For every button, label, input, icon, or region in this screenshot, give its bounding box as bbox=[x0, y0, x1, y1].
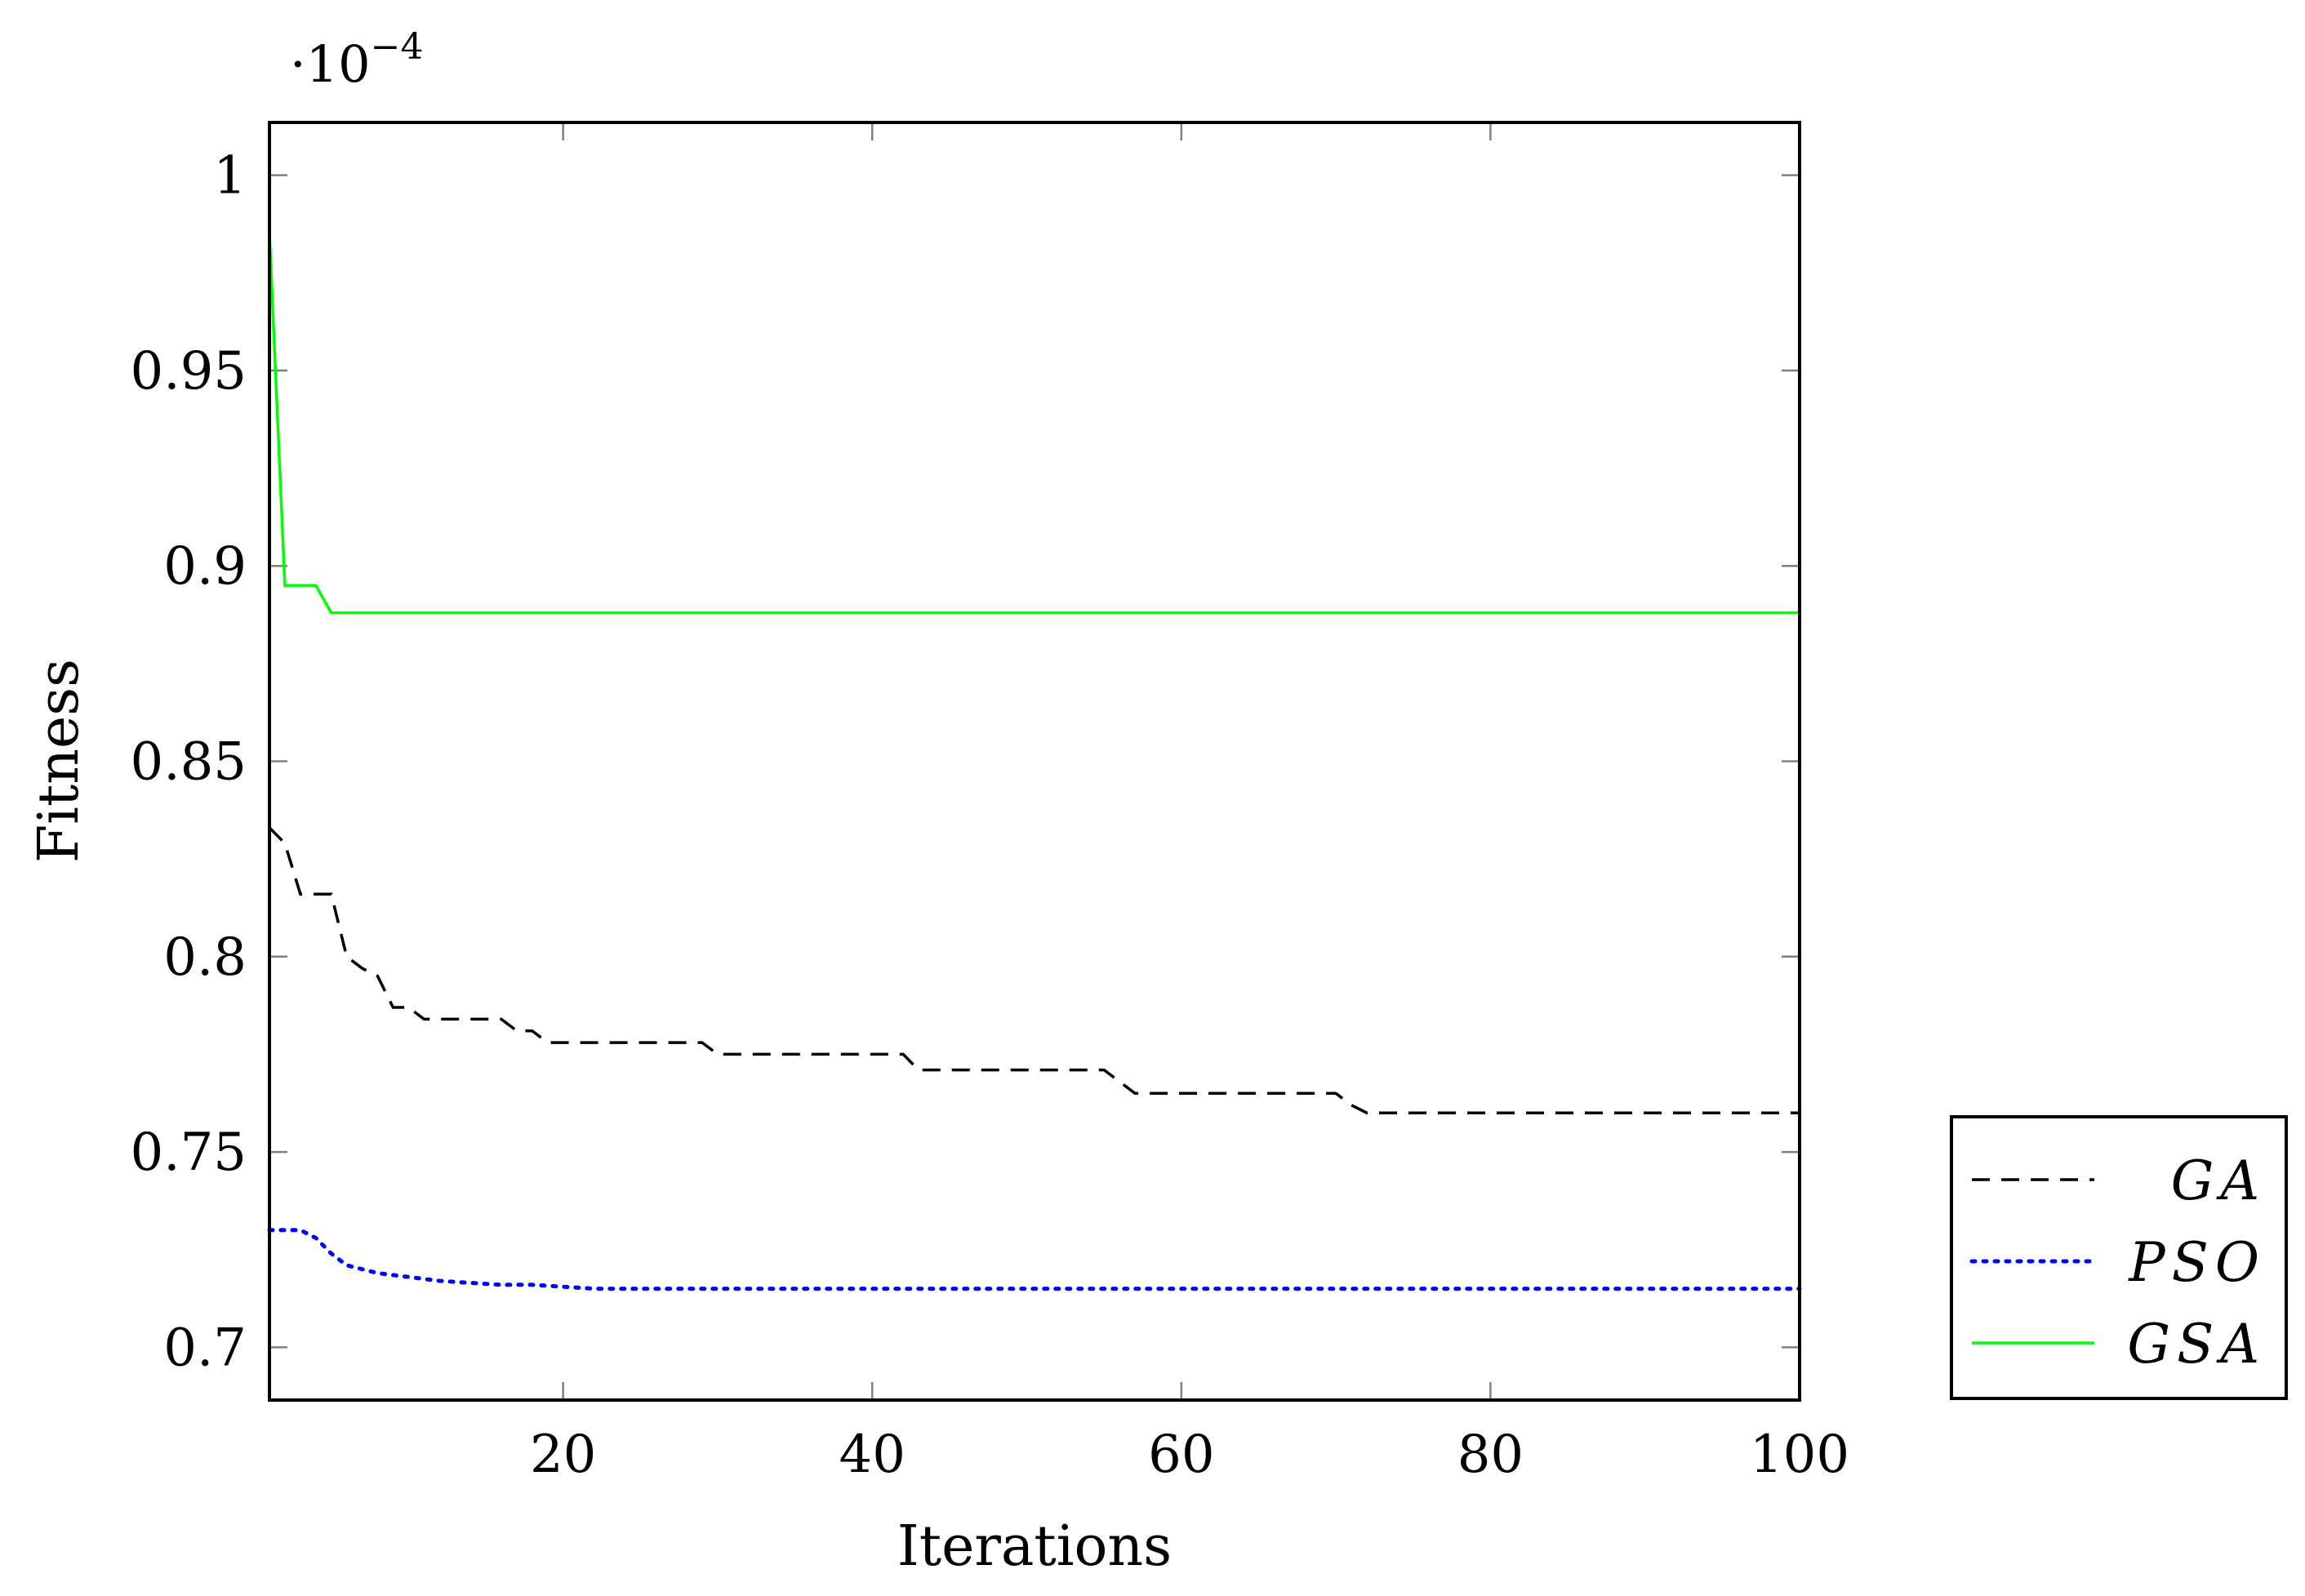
y-tick-label: 0.7 bbox=[163, 1318, 247, 1378]
y-tick-label: 0.75 bbox=[131, 1123, 247, 1183]
series-line-pso bbox=[267, 1228, 1802, 1291]
x-tick-label: 60 bbox=[1148, 1425, 1214, 1485]
legend-label-ga: GA bbox=[2171, 1149, 2266, 1212]
legend-box bbox=[1950, 1115, 2288, 1400]
y-tick-labels: 0.7 0.75 0.8 0.85 0.9 0.95 1 bbox=[131, 146, 247, 1379]
x-tick-label: 100 bbox=[1750, 1425, 1849, 1485]
y-scale-factor: ·10 bbox=[290, 34, 371, 94]
legend-label-pso: PSO bbox=[2128, 1231, 2266, 1294]
plot-frame bbox=[268, 121, 1801, 1402]
series-line-ga bbox=[268, 826, 1800, 1114]
y-scale-exponent: −4 bbox=[371, 26, 424, 68]
x-tick-label: 20 bbox=[530, 1425, 596, 1485]
y-tick-label: 0.8 bbox=[163, 927, 247, 988]
x-tick-label: 40 bbox=[839, 1425, 906, 1485]
x-tick-label: 80 bbox=[1457, 1425, 1524, 1485]
series-line-gsa bbox=[268, 233, 1800, 615]
y-axis-label: Fitness bbox=[27, 659, 91, 863]
series-lines bbox=[267, 233, 1802, 1291]
x-tick-labels: 20 40 60 80 100 bbox=[530, 1425, 1849, 1485]
x-axis-label: Iterations bbox=[897, 1514, 1172, 1579]
legend-label-gsa: GSA bbox=[2127, 1313, 2266, 1376]
tick-marks bbox=[269, 122, 1801, 1400]
y-scale-label: ·10−4 bbox=[290, 26, 423, 94]
y-tick-label: 0.95 bbox=[131, 341, 247, 402]
y-tick-label: 0.9 bbox=[163, 536, 247, 597]
y-tick-label: 1 bbox=[213, 146, 247, 207]
legend: GA PSO GSA bbox=[1950, 1115, 2288, 1400]
y-tick-label: 0.85 bbox=[131, 732, 247, 793]
